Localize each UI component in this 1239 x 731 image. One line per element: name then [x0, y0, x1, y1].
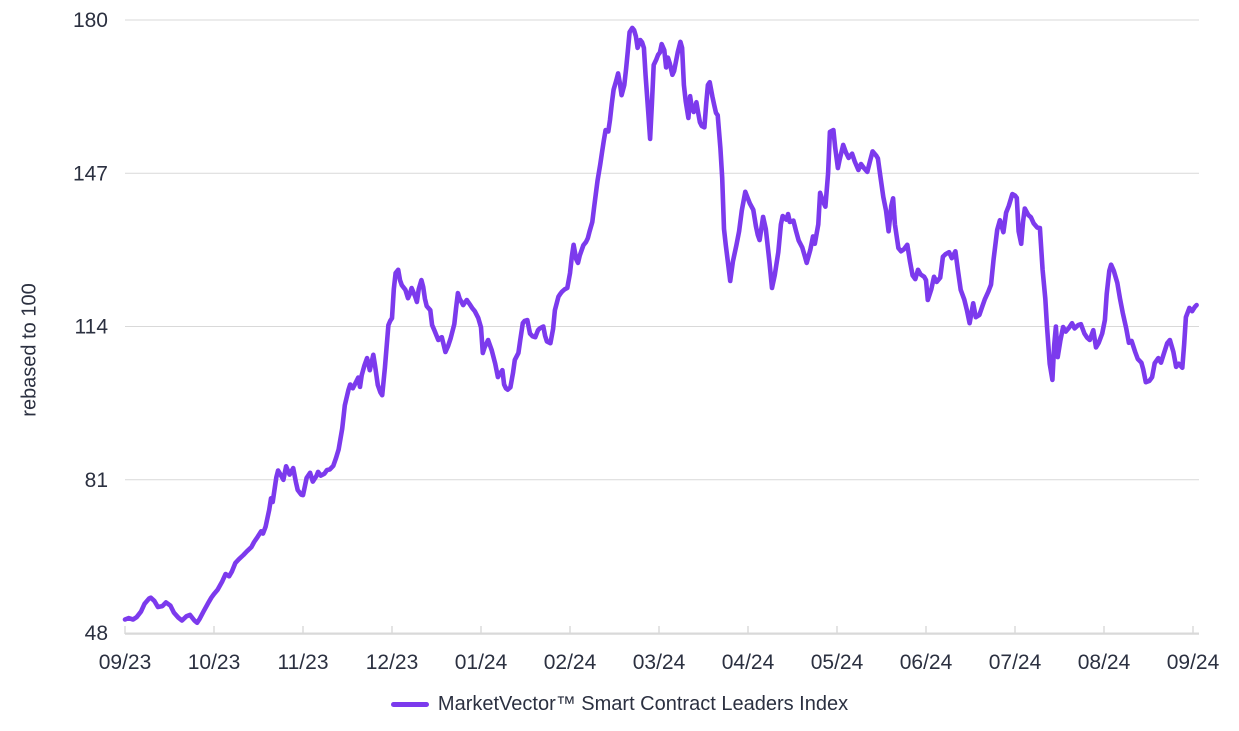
x-tick-label: 02/24	[544, 651, 597, 674]
x-tick-label: 10/23	[188, 651, 241, 674]
series-line	[122, 25, 1199, 626]
y-tick-label: 81	[85, 469, 108, 492]
y-tick-label: 147	[73, 162, 108, 185]
y-tick-label: 180	[73, 9, 108, 32]
x-tick-label: 12/23	[366, 651, 419, 674]
x-tick-label: 05/24	[811, 651, 864, 674]
legend: MarketVector™ Smart Contract Leaders Ind…	[0, 691, 1239, 717]
y-axis-title: rebased to 100	[18, 283, 41, 417]
x-tick-label: 11/23	[278, 651, 329, 674]
y-tick-label: 114	[75, 316, 109, 339]
x-tick-label: 09/24	[1167, 651, 1220, 674]
x-tick-label: 01/24	[455, 651, 508, 674]
y-tick-label: 48	[85, 622, 108, 645]
x-tick-label: 03/24	[633, 651, 686, 674]
legend-label: MarketVector™ Smart Contract Leaders Ind…	[437, 692, 849, 715]
x-tick-label: 06/24	[900, 651, 953, 674]
x-tick-label: 04/24	[722, 651, 775, 674]
x-tick-label: 07/24	[989, 651, 1042, 674]
x-tick-label: 08/24	[1078, 651, 1131, 674]
legend-line-swatch	[390, 701, 429, 707]
x-tick-label: 09/23	[99, 651, 152, 674]
